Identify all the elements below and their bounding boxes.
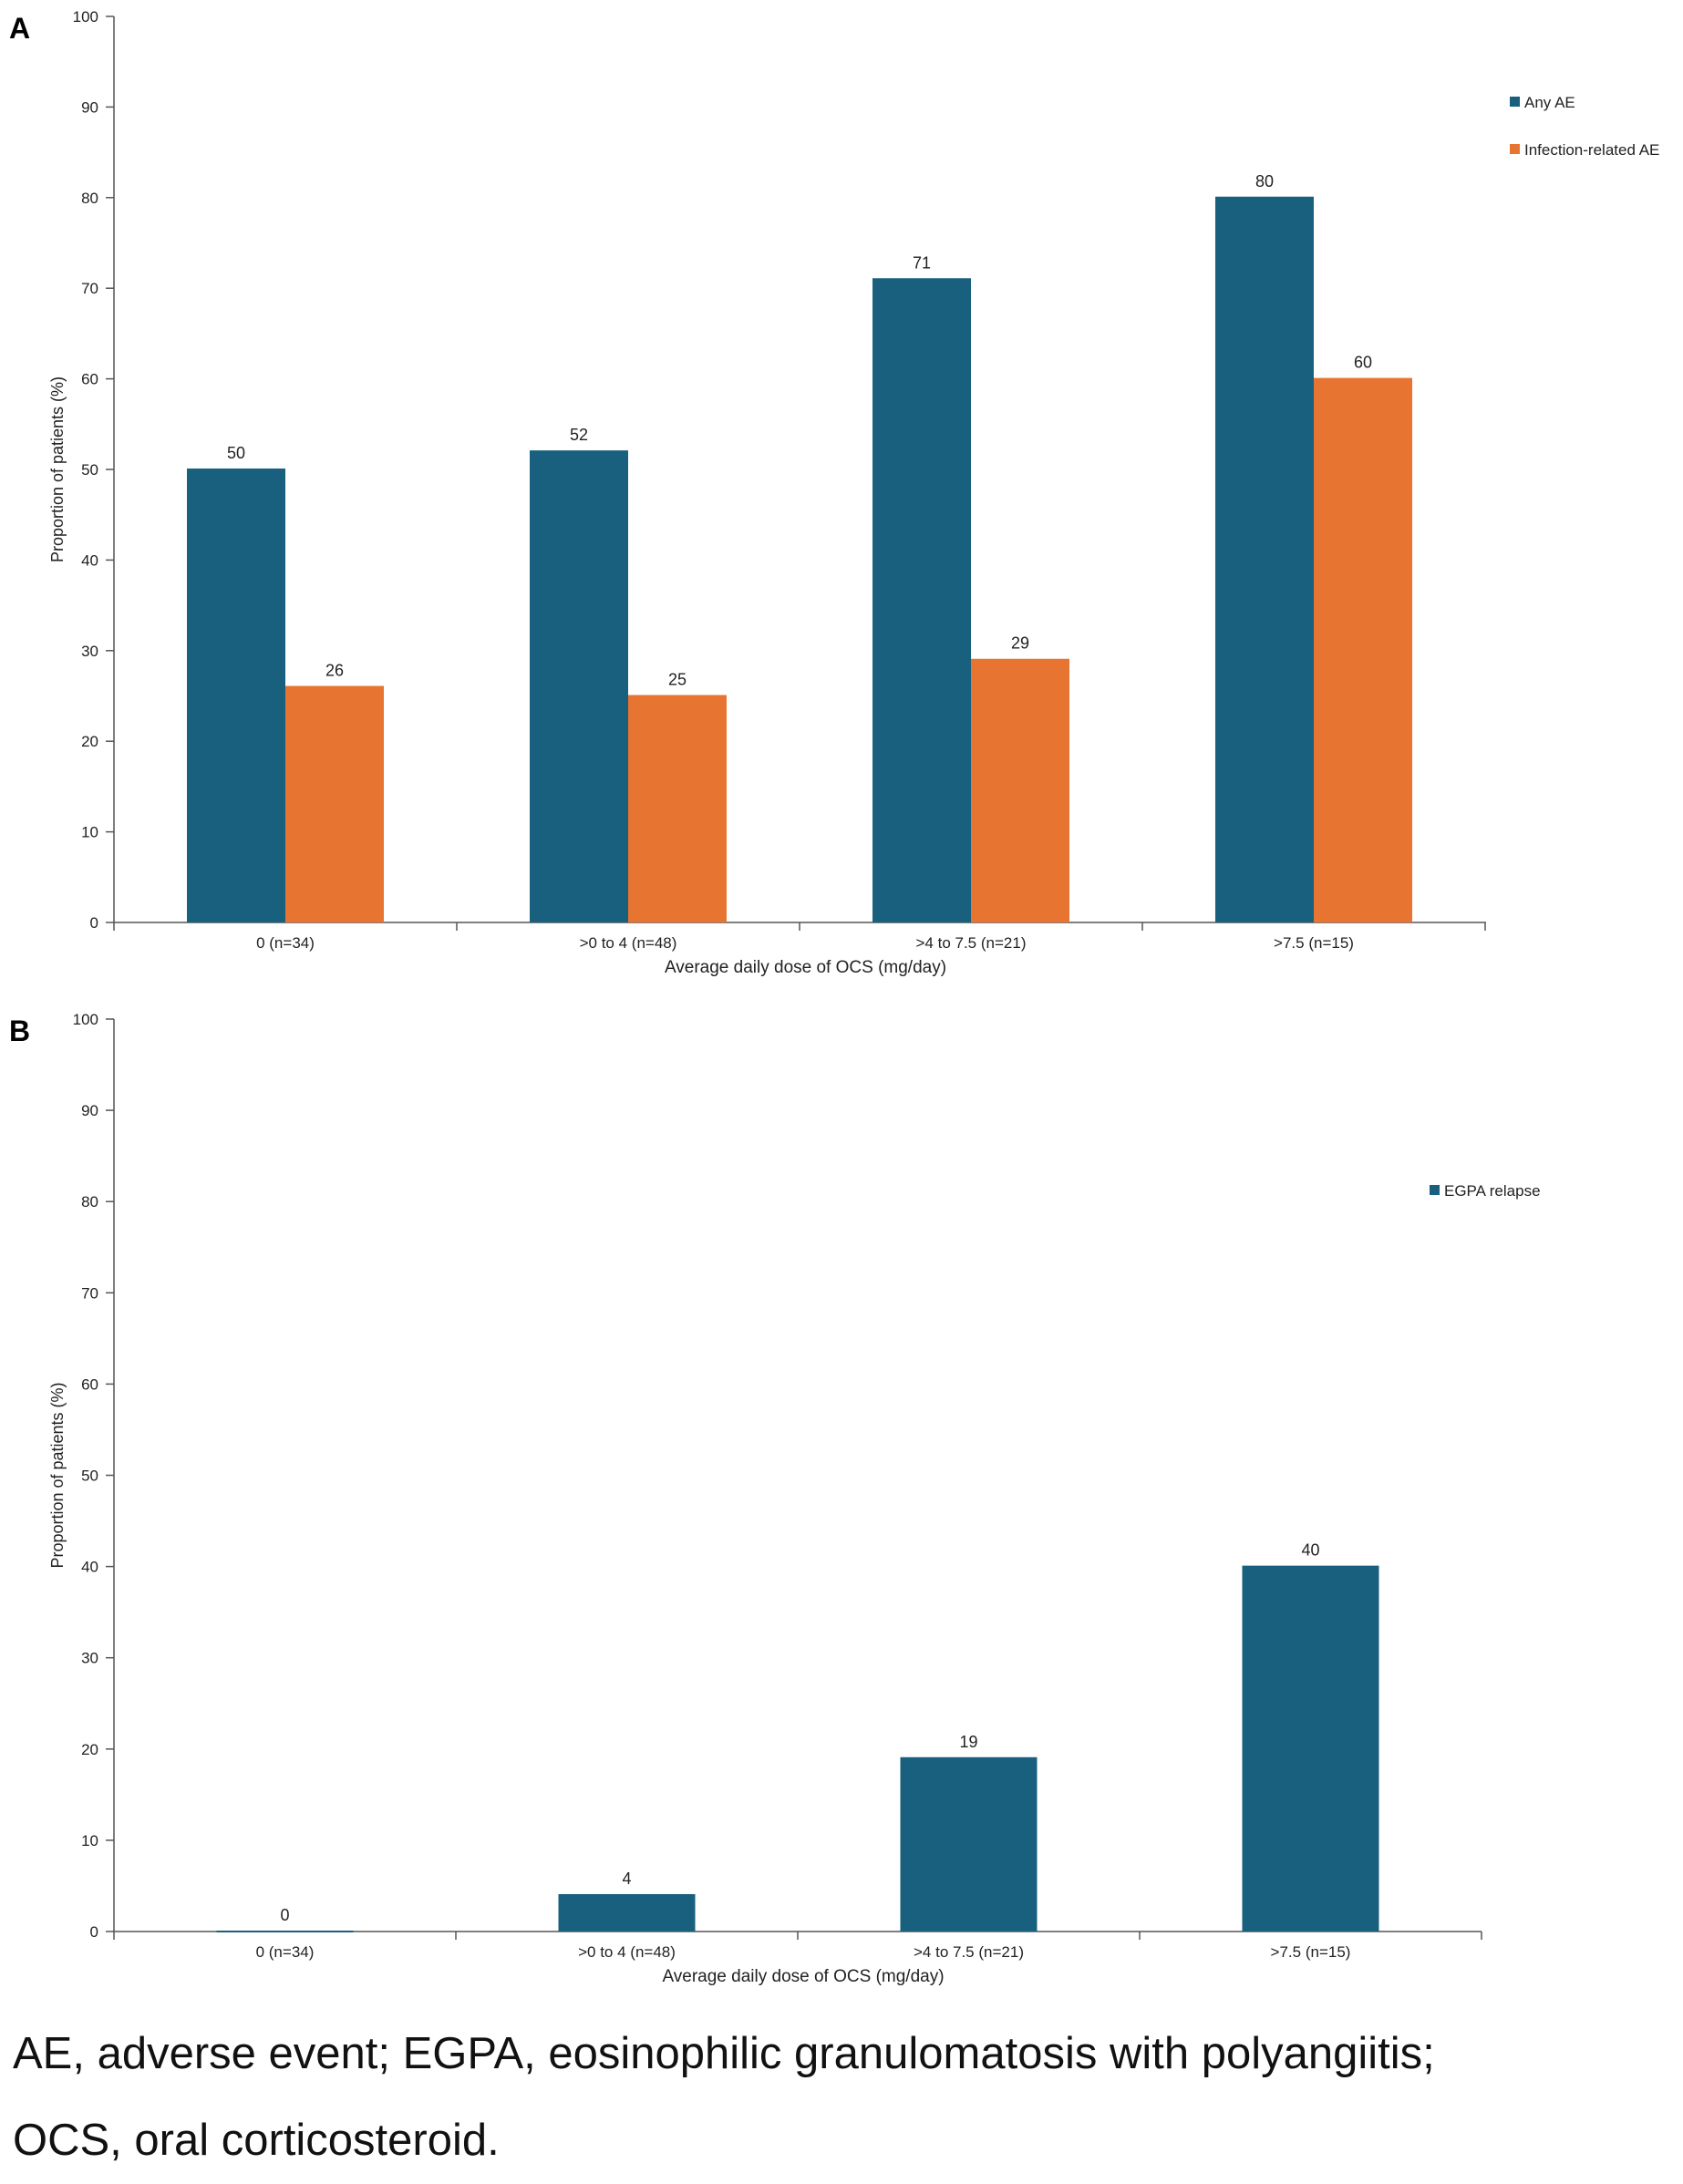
y-tick-label: 70 — [81, 280, 98, 297]
legend-label: Infection-related AE — [1524, 141, 1659, 159]
y-tick-label: 90 — [81, 1102, 98, 1119]
x-tick-label: >0 to 4 (n=48) — [580, 934, 677, 952]
x-tick-label: >7.5 (n=15) — [1274, 934, 1354, 952]
y-tick-label: 0 — [90, 1923, 98, 1941]
data-label: 0 — [280, 1906, 289, 1924]
y-tick-label: 10 — [81, 1832, 98, 1849]
y-tick-label: 50 — [81, 461, 98, 479]
y-tick-label: 80 — [81, 190, 98, 207]
bar — [187, 469, 285, 922]
bar — [971, 659, 1069, 922]
y-tick-label: 60 — [81, 1375, 98, 1393]
y-tick-label: 30 — [81, 1650, 98, 1667]
x-tick-label: >4 to 7.5 (n=21) — [916, 934, 1027, 952]
data-label: 26 — [325, 662, 344, 680]
data-label: 50 — [227, 444, 245, 462]
bar — [285, 686, 384, 922]
data-label: 60 — [1354, 354, 1372, 372]
y-tick-label: 70 — [81, 1284, 98, 1302]
bar — [530, 451, 628, 922]
bar — [872, 279, 971, 922]
y-tick-label: 0 — [90, 914, 98, 932]
y-tick-label: 40 — [81, 551, 98, 569]
data-label: 40 — [1301, 1541, 1319, 1560]
y-axis-title: Proportion of patients (%) — [48, 376, 67, 562]
data-label: 25 — [668, 671, 687, 689]
bar — [558, 1894, 696, 1932]
y-tick-label: 60 — [81, 371, 98, 388]
y-tick-label: 50 — [81, 1468, 98, 1485]
y-axis-title: Proportion of patients (%) — [48, 1382, 67, 1568]
data-label: 71 — [913, 253, 931, 272]
y-tick-label: 100 — [73, 8, 98, 26]
data-label: 29 — [1011, 634, 1029, 653]
y-tick-label: 10 — [81, 824, 98, 841]
bar — [1314, 378, 1412, 923]
data-label: 52 — [570, 426, 588, 444]
x-axis-title: Average daily dose of OCS (mg/day) — [662, 1967, 944, 1986]
data-label: 4 — [622, 1870, 631, 1888]
bar — [900, 1757, 1038, 1932]
x-tick-label: 0 (n=34) — [256, 934, 315, 952]
panel-letter: A — [9, 12, 30, 45]
bar — [1215, 197, 1314, 923]
bar — [1242, 1566, 1379, 1932]
legend-label: EGPA relapse — [1444, 1182, 1541, 1200]
legend-swatch — [1430, 1185, 1440, 1195]
chart-panel-a: A 0 10 20 30 40 50 60 70 80 90 100 Proportion of pat… — [9, 8, 1659, 977]
data-label: 80 — [1255, 172, 1274, 191]
data-label: 19 — [959, 1733, 977, 1751]
footnote-line-2: OCS, oral corticosteroid. — [13, 2116, 500, 2165]
y-tick-label: 40 — [81, 1559, 98, 1576]
bar — [628, 695, 727, 922]
y-tick-label: 20 — [81, 1741, 98, 1758]
footnote-line-1: AE, adverse event; EGPA, eosinophilic gr… — [13, 2029, 1435, 2078]
x-tick-label: >7.5 (n=15) — [1271, 1943, 1351, 1961]
legend-label: Any AE — [1524, 94, 1575, 111]
y-tick-label: 100 — [73, 1011, 98, 1028]
x-tick-label: 0 (n=34) — [256, 1943, 315, 1961]
y-tick-label: 90 — [81, 98, 98, 116]
panel-letter: B — [9, 1015, 30, 1047]
x-tick-label: >4 to 7.5 (n=21) — [914, 1943, 1024, 1961]
y-tick-label: 20 — [81, 733, 98, 750]
y-tick-label: 80 — [81, 1193, 98, 1210]
x-axis-title: Average daily dose of OCS (mg/day) — [665, 958, 946, 977]
y-tick-label: 30 — [81, 643, 98, 660]
legend-swatch — [1510, 144, 1520, 154]
legend-swatch — [1510, 97, 1520, 107]
x-tick-label: >0 to 4 (n=48) — [578, 1943, 676, 1961]
